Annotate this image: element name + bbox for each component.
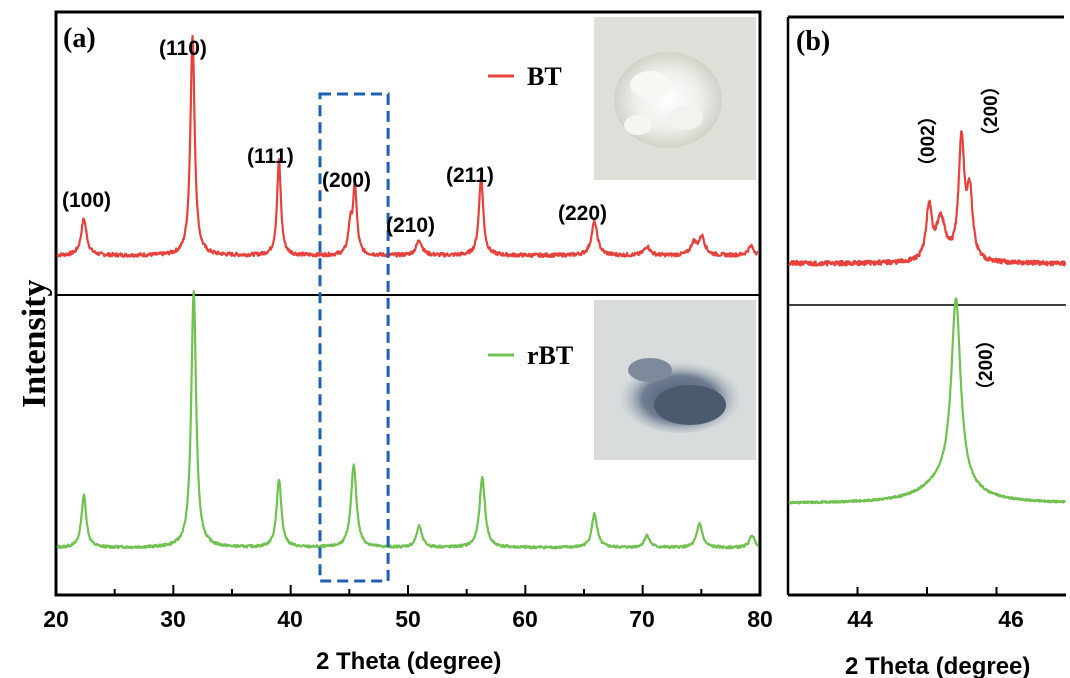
series-line-bt <box>56 34 759 259</box>
x-tick-a: 50 <box>395 606 421 632</box>
peak-label-110: (110) <box>159 37 207 60</box>
series-line-b-rbt <box>788 297 1067 505</box>
x-tick-a: 30 <box>160 606 186 632</box>
x-tick-a: 80 <box>747 606 773 632</box>
peak-label-b-200-bt: （200） <box>979 76 1002 146</box>
panel-a-label: (a) <box>63 23 96 54</box>
x-tick-b: 44 <box>847 606 873 632</box>
x-tick-b: 46 <box>998 606 1024 632</box>
legend-rbt-label: rBT <box>527 341 573 370</box>
legend-bt-label: BT <box>527 62 562 91</box>
x-tick-a: 60 <box>512 606 538 632</box>
x-tick-a: 40 <box>277 606 303 632</box>
peak-label-b-200-rbt: （200） <box>974 330 997 400</box>
x-tick-a: 70 <box>629 606 655 632</box>
series-line-b-bt <box>787 130 1067 267</box>
series-line-rbt <box>56 289 759 550</box>
panel-b-label: (b) <box>796 26 830 57</box>
panel-b-plot <box>787 130 1067 595</box>
peak-label-200: (200) <box>322 169 371 192</box>
x-axis-label-a: 2 Theta (degree) <box>316 648 501 675</box>
peak-label-100: (100) <box>62 189 111 212</box>
panel-a-xticks <box>55 585 761 595</box>
peak-label-111: (111) <box>247 145 294 168</box>
x-tick-a: 20 <box>43 606 69 632</box>
peak-label-211: (211) <box>446 164 494 187</box>
highlight-box <box>318 92 390 583</box>
bt-powder-photo <box>594 17 756 180</box>
y-axis-label: Intensity <box>16 280 53 408</box>
x-axis-label-b: 2 Theta (degree) <box>845 653 1030 678</box>
peak-label-210: (210) <box>386 214 435 237</box>
peak-label-b-002: （002） <box>916 106 939 176</box>
rbt-powder-photo <box>594 300 756 460</box>
peak-label-220: (220) <box>558 202 607 225</box>
panel-a-plot <box>56 34 759 550</box>
